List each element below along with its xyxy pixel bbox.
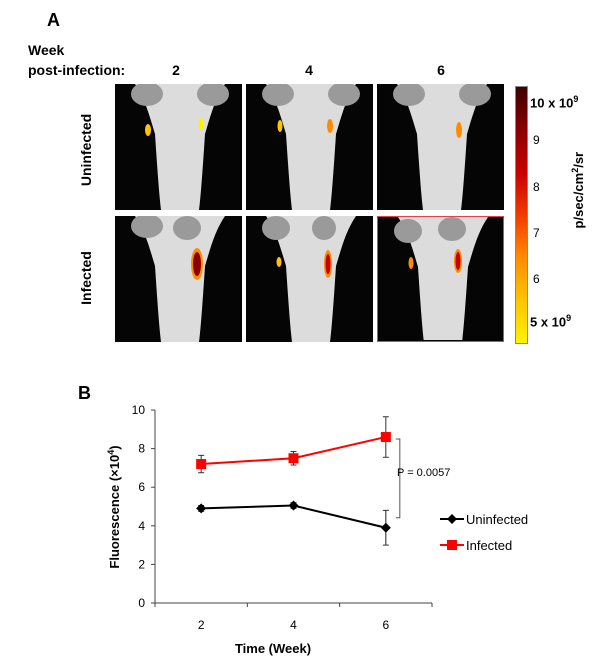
y-tick-label: 0 [138, 596, 145, 610]
colorbar-min-label: 5 x 109 [530, 313, 572, 330]
mouse-figure [131, 216, 225, 342]
legend-label-uninfected: Uninfected [466, 512, 528, 527]
mouse-figure [262, 84, 360, 210]
mouse-figure [394, 217, 488, 340]
image-uninfected-week2 [115, 84, 242, 210]
panel-a-letter: A [47, 10, 60, 30]
signal-spot-left [408, 257, 414, 269]
header-week: Week [28, 42, 65, 58]
row-label-uninfected: Uninfected [78, 113, 94, 187]
y-tick-label: 8 [138, 442, 145, 456]
legend-label-infected: Infected [466, 538, 512, 553]
x-axis-label: Time (Week) [235, 641, 311, 656]
mouse-figure [393, 84, 491, 210]
colorbar-tick-6: 6 [533, 272, 540, 286]
p-value-annotation: P = 0.0057 [397, 467, 450, 479]
data-point-uninfected [196, 503, 207, 514]
mouse-figure [262, 216, 356, 342]
y-tick-label: 6 [138, 480, 145, 494]
data-point-uninfected [380, 522, 391, 533]
data-point-uninfected [288, 500, 299, 511]
signal-spot-left [145, 124, 151, 136]
colorbar-tick-8: 8 [533, 180, 540, 194]
data-point-infected [288, 453, 299, 464]
chart-ticks: 0 2 4 6 8 10 2 4 6 [132, 403, 433, 632]
row-label-infected: Infected [78, 251, 94, 305]
signal-spot-left [277, 120, 283, 132]
colorbar-tick-7: 7 [533, 226, 540, 240]
image-uninfected-week6 [377, 84, 504, 210]
header-post-infection: post-infection: [28, 62, 126, 78]
x-tick-label: 6 [382, 618, 389, 632]
colorbar-tick-9: 9 [533, 133, 540, 147]
signal-spot-left [276, 257, 282, 267]
colorbar-unit-label: p/sec/cm2/sr [569, 151, 587, 229]
x-tick-label: 4 [290, 618, 297, 632]
y-tick-label: 4 [138, 519, 145, 533]
week-label-2: 2 [172, 62, 180, 78]
chart-legend: Uninfected Infected [440, 512, 528, 553]
data-point-infected [380, 432, 391, 443]
line-chart: 0 2 4 6 8 10 2 4 6 Uninfected Infected Fluorescen… [106, 403, 528, 656]
legend-marker-infected [447, 540, 457, 550]
colorbar-max-label: 10 x 109 [530, 94, 579, 111]
y-tick-label: 2 [138, 557, 145, 571]
week-label-4: 4 [305, 62, 313, 78]
y-axis-label: Fluorescence (×104) [106, 445, 122, 568]
signal-spot-right [198, 118, 204, 130]
chart-series [196, 416, 401, 546]
significance-bracket [395, 438, 401, 519]
mouse-figure [131, 84, 229, 210]
colorbar [515, 86, 528, 344]
signal-spot-right [327, 119, 333, 133]
image-infected-week2 [115, 216, 242, 342]
panel-b-letter: B [78, 383, 91, 403]
x-tick-label: 2 [198, 618, 205, 632]
image-infected-week4 [246, 216, 373, 342]
chart-axes [154, 410, 432, 604]
week-label-6: 6 [437, 62, 445, 78]
data-point-infected [196, 459, 207, 470]
image-infected-week6 [377, 216, 504, 342]
image-uninfected-week4 [246, 84, 373, 210]
y-tick-label: 10 [132, 403, 146, 417]
legend-marker-uninfected [447, 514, 457, 524]
signal-spot-right [456, 122, 462, 138]
